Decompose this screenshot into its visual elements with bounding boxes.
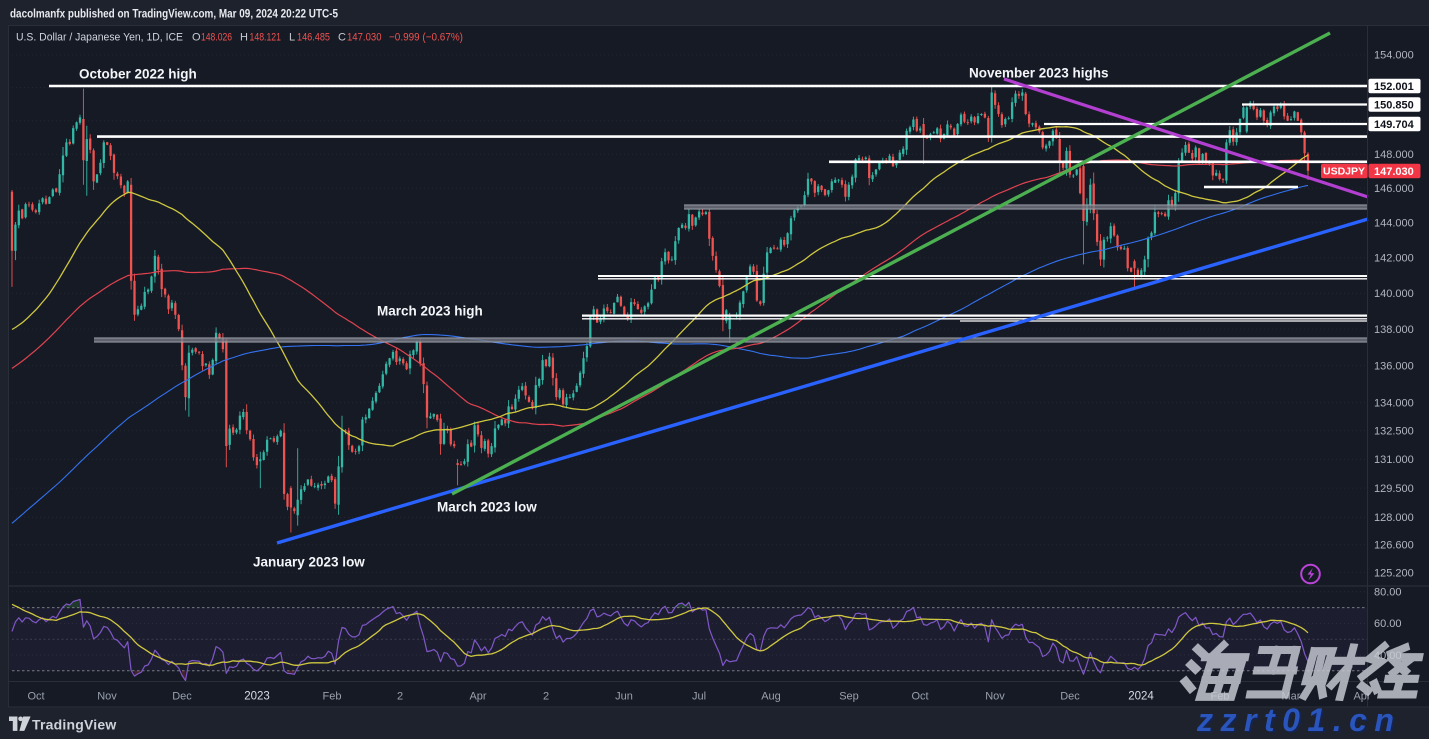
svg-text:Sep: Sep — [839, 691, 859, 703]
svg-text:146.000: 146.000 — [1374, 183, 1414, 195]
svg-text:Jun: Jun — [615, 691, 633, 703]
svg-text:March 2023 high: March 2023 high — [377, 304, 483, 319]
svg-text:152.001: 152.001 — [1374, 81, 1414, 93]
svg-text:2: 2 — [397, 691, 403, 703]
svg-text:November 2023 highs: November 2023 highs — [969, 66, 1109, 81]
svg-text:125.200: 125.200 — [1374, 567, 1414, 579]
svg-text:136.000: 136.000 — [1374, 360, 1414, 372]
svg-text:dacolmanfx published on Tradin: dacolmanfx published on TradingView.com,… — [10, 7, 338, 21]
svg-text:C: C — [338, 32, 346, 44]
svg-text:H: H — [240, 32, 248, 44]
svg-text:USDJPY: USDJPY — [1323, 166, 1365, 178]
svg-text:132.500: 132.500 — [1374, 426, 1414, 438]
svg-text:150.850: 150.850 — [1374, 99, 1414, 111]
svg-text:2024: 2024 — [1128, 691, 1154, 703]
svg-text:Dec: Dec — [1060, 691, 1080, 703]
svg-text:O: O — [192, 32, 201, 44]
svg-text:148.000: 148.000 — [1374, 149, 1414, 161]
svg-text:L: L — [289, 32, 295, 44]
svg-text:140.000: 140.000 — [1374, 288, 1414, 300]
svg-text:147.030: 147.030 — [1374, 166, 1414, 178]
svg-text:138.000: 138.000 — [1374, 324, 1414, 336]
svg-text:148.121: 148.121 — [250, 32, 282, 44]
svg-text:March 2023 low: March 2023 low — [437, 500, 537, 515]
svg-text:Dec: Dec — [172, 691, 192, 703]
svg-text:Oct: Oct — [911, 691, 928, 703]
svg-text:October 2022 high: October 2022 high — [79, 67, 197, 82]
svg-text:128.000: 128.000 — [1374, 512, 1414, 524]
svg-text:148.026: 148.026 — [201, 32, 232, 44]
svg-text:126.600: 126.600 — [1374, 540, 1414, 552]
svg-text:134.000: 134.000 — [1374, 398, 1414, 410]
svg-text:Nov: Nov — [97, 691, 117, 703]
svg-text:January 2023 low: January 2023 low — [253, 555, 365, 570]
svg-text:Feb: Feb — [323, 691, 342, 703]
svg-text:142.000: 142.000 — [1374, 253, 1414, 265]
svg-text:80.00: 80.00 — [1374, 587, 1402, 599]
svg-text:zzrt01.cn: zzrt01.cn — [1198, 704, 1403, 739]
svg-text:144.000: 144.000 — [1374, 218, 1414, 230]
svg-text:131.000: 131.000 — [1374, 454, 1414, 466]
svg-text:147.030: 147.030 — [347, 32, 382, 44]
svg-text:2: 2 — [543, 691, 549, 703]
svg-text:154.000: 154.000 — [1374, 50, 1414, 62]
svg-text:Nov: Nov — [985, 691, 1005, 703]
svg-text:zzrt01.cn: zzrt01.cn — [1196, 702, 1401, 738]
svg-text:2023: 2023 — [244, 691, 270, 703]
svg-text:129.500: 129.500 — [1374, 483, 1414, 495]
svg-text:Jul: Jul — [692, 691, 706, 703]
svg-text:−0.999 (−0.67%): −0.999 (−0.67%) — [389, 32, 463, 44]
svg-text:U.S. Dollar / Japanese Yen, 1D: U.S. Dollar / Japanese Yen, 1D, ICE — [16, 32, 183, 44]
svg-text:60.00: 60.00 — [1374, 618, 1402, 630]
svg-text:146.485: 146.485 — [297, 32, 330, 44]
svg-text:Oct: Oct — [27, 691, 44, 703]
svg-text:TradingView: TradingView — [32, 717, 116, 733]
svg-text:149.704: 149.704 — [1374, 119, 1415, 131]
svg-text:Apr: Apr — [469, 691, 486, 703]
svg-text:Aug: Aug — [761, 691, 781, 703]
